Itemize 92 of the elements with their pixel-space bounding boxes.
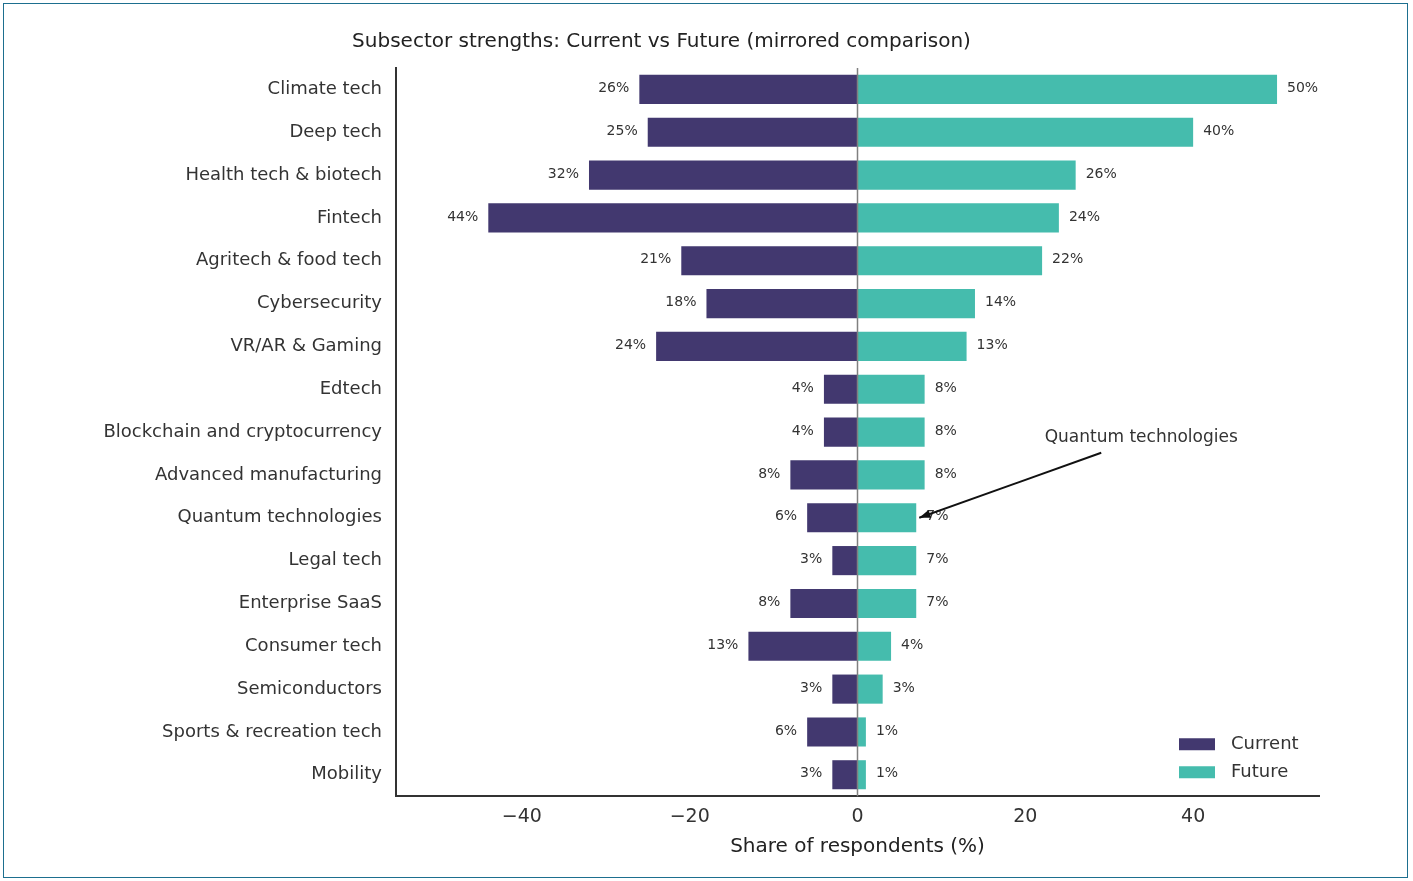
- data-label: 8%: [934, 378, 957, 395]
- data-label: 50%: [1287, 79, 1319, 96]
- data-label: 25%: [606, 121, 638, 138]
- bar: [857, 374, 925, 404]
- data-label: 26%: [1085, 164, 1117, 181]
- data-label: 24%: [1068, 207, 1101, 224]
- bar: [857, 117, 1194, 147]
- y-tick-label: Cybersecurity: [257, 291, 383, 313]
- y-tick-label: Fintech: [317, 205, 382, 227]
- bar: [807, 503, 858, 533]
- bar: [857, 417, 925, 447]
- bar: [857, 289, 975, 319]
- y-tick-label: Legal tech: [288, 548, 382, 570]
- bar: [857, 503, 917, 533]
- bar: [857, 203, 1059, 233]
- bar: [748, 631, 858, 661]
- y-tick-label: Semiconductors: [237, 676, 382, 698]
- legend-label: Current: [1231, 731, 1299, 753]
- y-tick-label: Consumer tech: [245, 633, 382, 655]
- data-label: 4%: [791, 378, 814, 395]
- data-label: 8%: [934, 464, 957, 481]
- x-axis-title: Share of respondents (%): [730, 833, 985, 858]
- y-tick-label: Agritech & food tech: [195, 248, 382, 270]
- data-label: 7%: [926, 550, 949, 567]
- data-label: 3%: [800, 550, 823, 567]
- data-label: 1%: [875, 721, 899, 738]
- y-tick-label: Deep tech: [289, 119, 382, 141]
- data-label: 4%: [791, 421, 814, 438]
- bar: [857, 74, 1278, 104]
- data-label: 7%: [926, 593, 949, 610]
- data-label: 8%: [758, 593, 781, 610]
- bar: [857, 674, 883, 704]
- x-tick-label: 20: [1013, 803, 1038, 826]
- bar: [857, 546, 917, 576]
- bar: [832, 760, 858, 790]
- data-label: 1%: [875, 764, 899, 781]
- data-label: 18%: [665, 293, 697, 310]
- bar: [823, 417, 858, 447]
- data-label: 8%: [934, 421, 957, 438]
- bar: [857, 331, 967, 361]
- y-tick-label: Enterprise SaaS: [238, 591, 382, 613]
- bar: [857, 588, 917, 619]
- data-label: 44%: [447, 207, 479, 224]
- y-tick-label: Advanced manufacturing: [155, 462, 382, 484]
- data-label: 3%: [800, 678, 823, 695]
- data-label: 6%: [774, 507, 798, 524]
- y-tick-label: Climate tech: [267, 77, 382, 99]
- bar: [857, 246, 1043, 276]
- bar: [832, 546, 858, 576]
- bar: [790, 460, 858, 490]
- bar: [857, 460, 925, 490]
- data-label: 13%: [976, 336, 1008, 353]
- data-label: 21%: [640, 250, 672, 267]
- bar: [488, 203, 858, 233]
- data-label: 8%: [758, 464, 781, 481]
- y-tick-label: Sports & recreation tech: [162, 719, 382, 741]
- y-tick-label: Health tech & biotech: [185, 162, 382, 184]
- bar: [823, 374, 858, 404]
- bar: [807, 717, 858, 747]
- data-label: 3%: [892, 678, 915, 695]
- x-tick-label: −20: [669, 803, 710, 826]
- data-label: 26%: [598, 79, 630, 96]
- bar: [681, 246, 858, 276]
- data-label: 13%: [707, 635, 739, 652]
- annotation: Quantum technologies: [1044, 426, 1238, 447]
- bar: [832, 674, 858, 704]
- bar: [857, 631, 892, 661]
- bar: [588, 160, 858, 190]
- y-tick-label: VR/AR & Gaming: [230, 334, 382, 356]
- y-tick-label: Mobility: [311, 762, 383, 784]
- data-label: 22%: [1052, 250, 1084, 267]
- data-label: 24%: [614, 336, 647, 353]
- data-label: 3%: [800, 764, 823, 781]
- bar: [656, 331, 858, 361]
- bar: [857, 160, 1076, 190]
- x-tick-label: 0: [851, 803, 864, 826]
- data-label: 40%: [1203, 121, 1235, 138]
- x-tick-label: 40: [1181, 803, 1206, 826]
- y-tick-label: Edtech: [319, 376, 382, 398]
- x-tick-label: −40: [501, 803, 542, 826]
- data-label: 14%: [984, 293, 1017, 310]
- bar: [647, 117, 858, 147]
- bar: [639, 74, 858, 104]
- data-label: 6%: [774, 721, 798, 738]
- legend-label: Future: [1231, 759, 1289, 781]
- data-label: 32%: [547, 164, 579, 181]
- bar: [706, 289, 858, 319]
- y-tick-label: Blockchain and cryptocurrency: [103, 419, 383, 441]
- bar: [790, 588, 858, 619]
- chart-title: Subsector strengths: Current vs Future (mirrored comparison): [352, 28, 971, 53]
- data-label: 4%: [901, 635, 924, 652]
- y-tick-label: Quantum technologies: [177, 505, 382, 527]
